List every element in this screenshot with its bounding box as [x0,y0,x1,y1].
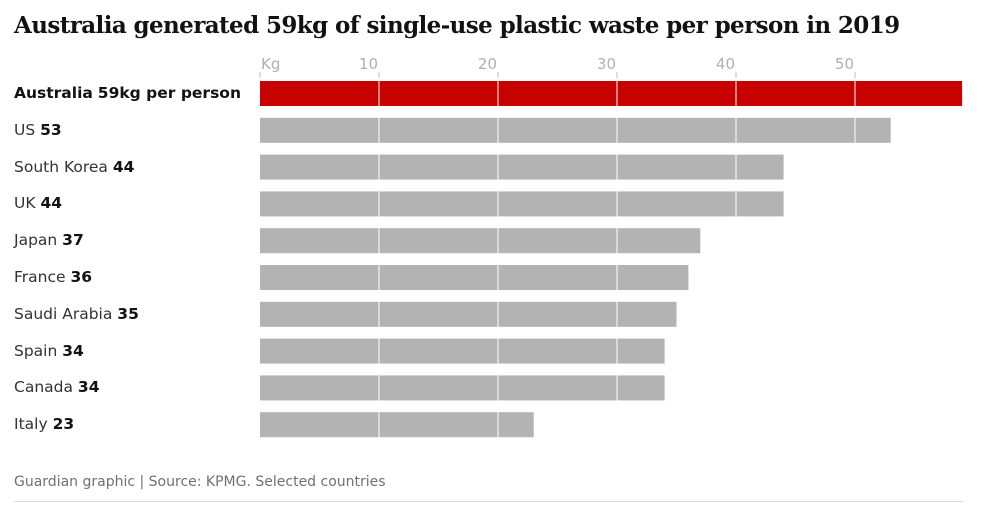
value-label: 37 [62,231,84,250]
tick-label: 30 [597,55,616,73]
category-name: South Korea [14,157,108,176]
value-label: 34 [62,341,84,360]
category-name: UK [14,194,36,213]
value-label: 36 [70,268,93,286]
chart-title: Australia generated 59kg of single-use p… [14,12,900,39]
category-label: Japan 37 [14,231,84,249]
tick-label: 50 [835,55,854,73]
value-label: 34 [77,378,100,397]
category-label: US 53 [14,121,62,139]
category-name: Spain [14,341,58,360]
bar-us [260,117,891,143]
tick-label: Kg [261,55,280,73]
category-label: South Korea 44 [14,158,134,176]
bar-australia [260,81,963,106]
bar-spain [260,338,665,364]
bar-japan [260,228,701,254]
category-name: Canada [14,378,73,397]
source-note: Guardian graphic | Source: KPMG. Selecte… [14,474,386,490]
category-label: UK 44 [14,194,62,212]
value-label: 23 [52,415,75,434]
footer-divider [14,501,963,502]
bar-south-korea [260,154,784,180]
value-label: 44 [112,157,135,176]
bar-france [260,265,689,290]
value-label: 59kg per person [97,84,241,102]
category-label: France 36 [14,268,92,286]
tick-label: 20 [478,55,497,73]
category-name: Australia [14,84,93,102]
value-label: 53 [40,120,62,139]
value-label: 44 [40,194,63,213]
category-label: Australia 59kg per person [14,84,241,102]
tick-label: 40 [716,55,735,73]
category-name: Japan [14,231,58,250]
category-label: Canada 34 [14,378,100,396]
bar-chart: Kg 10 20 30 40 50 [259,55,963,438]
bar-canada [260,375,665,401]
bar-saudi-arabia [260,301,677,327]
category-name: Italy [14,415,48,434]
category-name: France [14,268,66,286]
category-label: Spain 34 [14,342,84,360]
category-label: Italy 23 [14,415,74,433]
tick-label: 10 [359,55,378,73]
bar-uk [260,191,784,217]
bar-italy [260,412,534,438]
category-name: US [14,120,36,139]
value-label: 35 [117,304,139,323]
category-name: Saudi Arabia [14,304,113,323]
category-label: Saudi Arabia 35 [14,305,139,323]
